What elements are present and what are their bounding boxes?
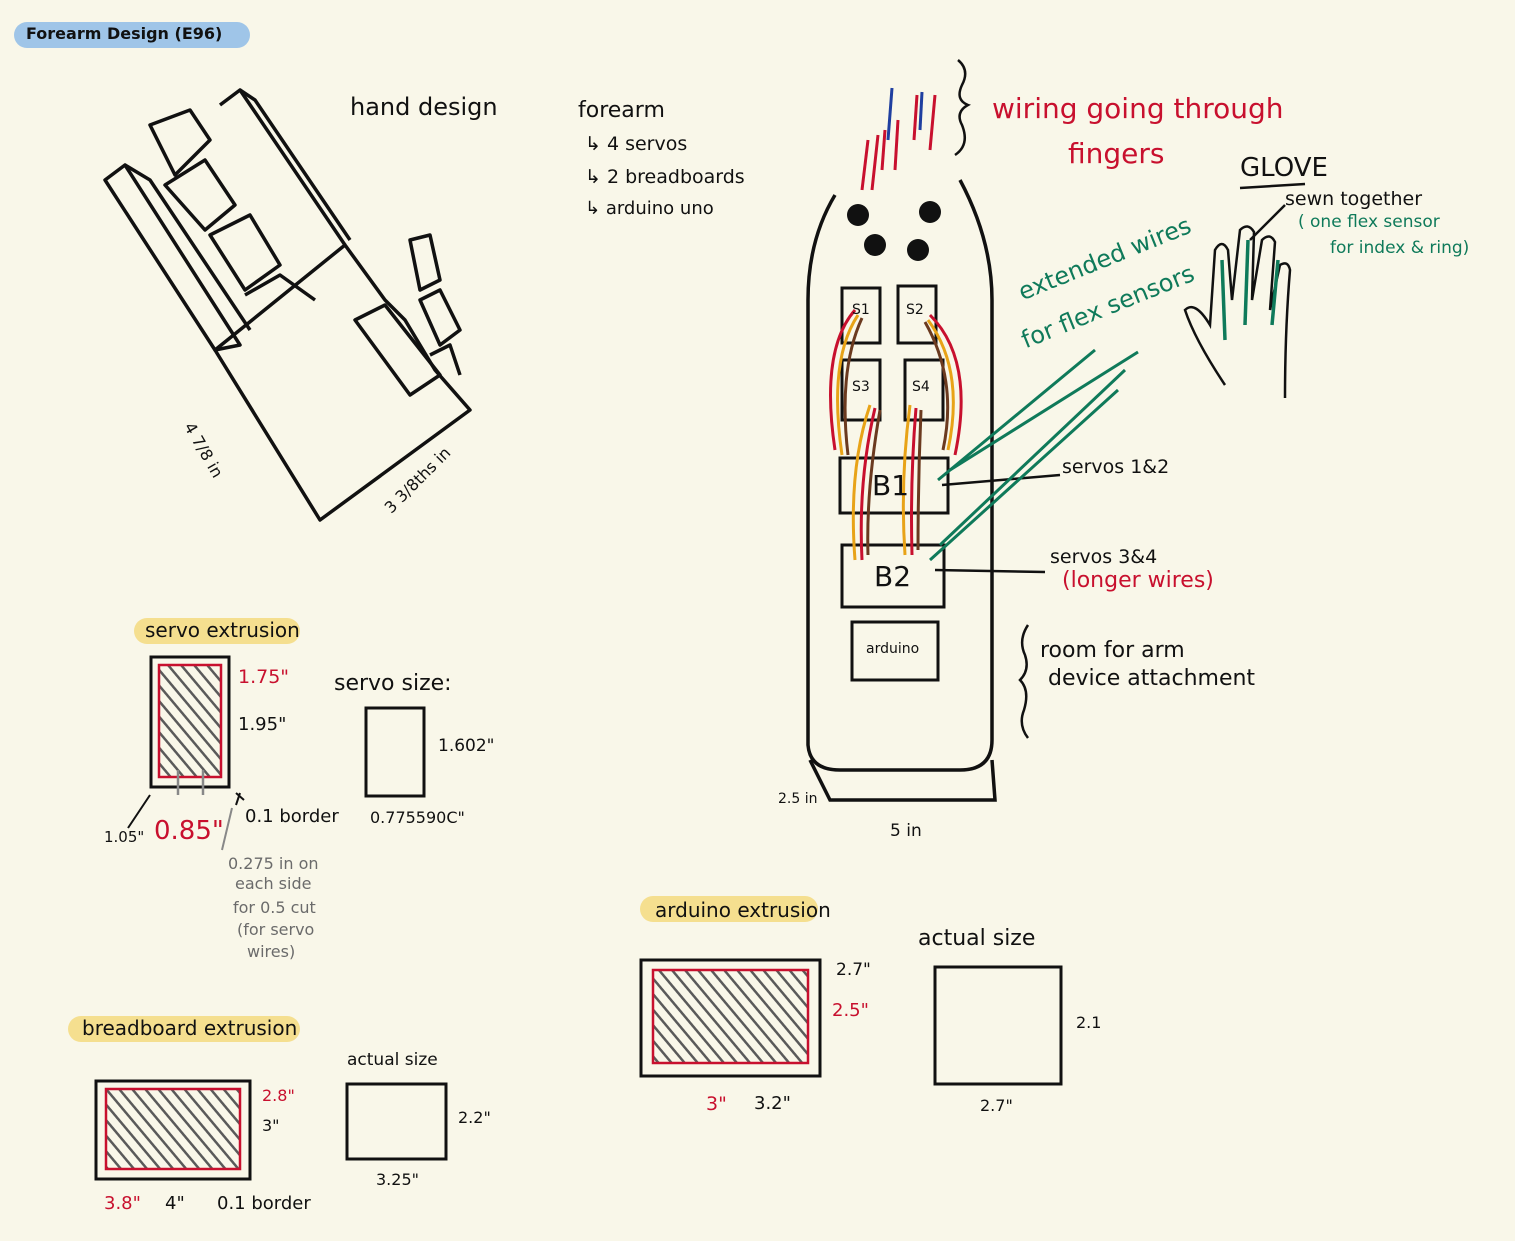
arduino-extrusion-title: arduino extrusion <box>655 898 831 922</box>
servos-1-2-label: servos 1&2 <box>1062 456 1170 478</box>
arduino-inner-width: 3" <box>706 1093 727 1115</box>
hand-sketch <box>103 88 472 522</box>
servo-wires <box>829 309 963 561</box>
leader-lines <box>934 473 1061 574</box>
glove-flex-sensors <box>1220 239 1280 341</box>
wiring-brace <box>954 59 971 157</box>
forearm-note-servos-text: 4 servos <box>606 133 688 155</box>
breadboard-actual-title: actual size <box>347 1050 438 1070</box>
servo-extrusion-title: servo extrusion <box>145 618 300 642</box>
wiring-note-line2: fingers <box>1068 137 1165 170</box>
servo-extrusion-highlight <box>134 618 300 644</box>
glove-sewn-label: sewn together <box>1285 188 1423 210</box>
arduino-extrusion-drawing <box>639 958 1063 1086</box>
servo-size-title: servo size: <box>334 671 452 696</box>
breadboard-actual-width: 3.25" <box>376 1170 419 1189</box>
arduino-label: arduino <box>866 641 920 657</box>
page-title: Forearm Design (E96) <box>26 24 223 43</box>
room-note-line1: room for arm <box>1040 638 1185 663</box>
servo-cut-note-4: (for servo <box>237 920 315 939</box>
forearm-note-breadboards-text: 2 breadboards <box>606 166 745 188</box>
breadboard-inner-width: 3.8" <box>104 1193 141 1214</box>
servo-cut-note-1: 0.275 in on <box>228 854 319 873</box>
breadboard-border-label: 0.1 border <box>217 1193 311 1214</box>
arduino-extrusion-highlight <box>640 896 818 922</box>
servo-boxes <box>840 284 945 422</box>
room-note-line2: device attachment <box>1048 666 1256 691</box>
finger-wires <box>860 87 937 191</box>
servo-inner-width: 0.85" <box>154 816 224 846</box>
breadboard-outer-height: 3" <box>262 1116 280 1135</box>
glove-sketch <box>1183 182 1306 399</box>
breadboard-label-b1: B1 <box>872 469 910 502</box>
breadboard-inner-height: 2.8" <box>262 1086 295 1105</box>
servo-border-label: 0.1 border <box>245 806 339 827</box>
wiring-note-line1: wiring going through <box>992 92 1284 125</box>
servo-size-height: 1.602" <box>438 736 495 756</box>
forearm-note-servos: ↳ 4 servos <box>585 133 688 155</box>
glove-flex-note-line2: for index & ring) <box>1330 238 1470 258</box>
breadboard-outer-width: 4" <box>165 1193 185 1214</box>
arduino-actual-width: 2.7" <box>980 1096 1013 1115</box>
forearm-width-label: 5 in <box>890 821 922 841</box>
servo-label-s3: S3 <box>852 379 870 395</box>
breadboard-extrusion-highlight <box>68 1016 300 1042</box>
title-highlight <box>14 22 250 48</box>
forearm-note-arduino-text: arduino uno <box>605 198 714 219</box>
glove-flex-note-line1: ( one flex sensor <box>1298 212 1440 232</box>
hand-design-title: hand design <box>350 93 498 121</box>
longer-wires-label: (longer wires) <box>1062 568 1214 593</box>
arduino-outer-height: 2.7" <box>836 960 871 980</box>
servo-outer-width: 1.05" <box>104 828 145 846</box>
finger-holes <box>847 201 941 261</box>
servo-cut-note-3: for 0.5 cut <box>233 898 316 917</box>
servo-label-s4: S4 <box>912 379 930 395</box>
servo-label-s1: S1 <box>852 302 870 318</box>
flex-wire-lines <box>928 348 1139 562</box>
servo-inner-height: 1.75" <box>238 666 290 688</box>
arduino-actual-title: actual size <box>918 926 1036 951</box>
forearm-note-breadboards: ↳ 2 breadboards <box>585 166 745 188</box>
arduino-actual-height: 2.1 <box>1076 1013 1102 1032</box>
breadboard-extrusion-title: breadboard extrusion <box>82 1016 298 1040</box>
forearm-body <box>806 179 997 802</box>
servos-3-4-label: servos 3&4 <box>1050 546 1158 568</box>
arduino-inner-height: 2.5" <box>832 1000 869 1021</box>
servo-cut-note-5: wires) <box>247 942 296 961</box>
servo-size-width: 0.775590C" <box>370 808 465 827</box>
servo-extrusion-drawing <box>127 655 426 851</box>
forearm-note-arduino: ↳ arduino uno <box>585 198 714 219</box>
arduino-outer-width: 3.2" <box>754 1093 791 1114</box>
breadboard-label-b2: B2 <box>874 560 912 593</box>
breadboard-extrusion-drawing <box>94 1079 448 1181</box>
servo-outer-height: 1.95" <box>238 714 287 735</box>
glove-title: GLOVE <box>1240 153 1328 183</box>
servo-label-s2: S2 <box>906 302 924 318</box>
servo-cut-note-2: each side <box>235 874 312 893</box>
forearm-notes-title: forearm <box>578 98 665 123</box>
room-brace <box>1018 624 1030 739</box>
breadboard-actual-height: 2.2" <box>458 1108 491 1127</box>
forearm-depth-label: 2.5 in <box>778 791 818 807</box>
